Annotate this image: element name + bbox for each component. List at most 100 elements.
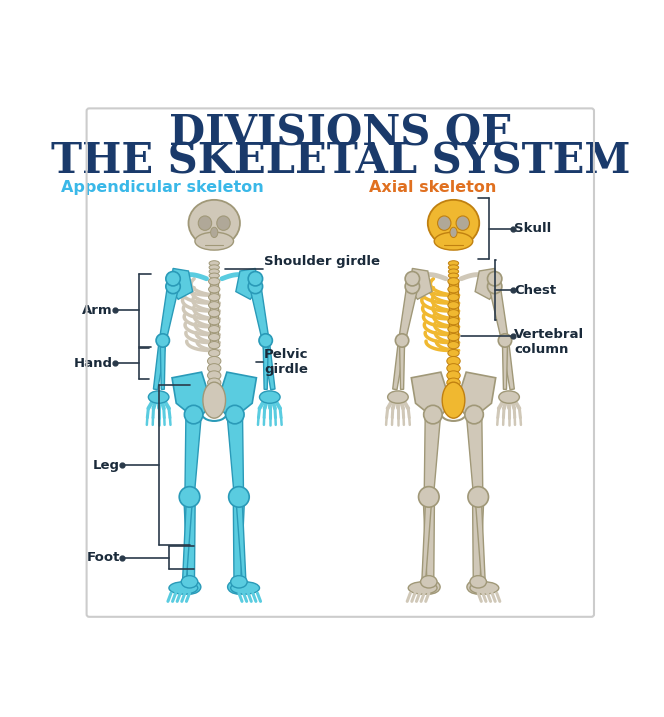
Ellipse shape bbox=[248, 279, 262, 294]
Polygon shape bbox=[262, 340, 275, 389]
Ellipse shape bbox=[418, 487, 439, 507]
Polygon shape bbox=[214, 372, 256, 420]
Bar bbox=[210, 280, 218, 346]
Polygon shape bbox=[424, 414, 441, 497]
Ellipse shape bbox=[448, 341, 459, 348]
Ellipse shape bbox=[166, 272, 180, 286]
Ellipse shape bbox=[208, 341, 220, 348]
Ellipse shape bbox=[448, 277, 459, 285]
Ellipse shape bbox=[447, 378, 460, 387]
Polygon shape bbox=[183, 497, 193, 582]
Text: Appendicular skeleton: Appendicular skeleton bbox=[61, 180, 264, 194]
Ellipse shape bbox=[448, 310, 459, 317]
Ellipse shape bbox=[448, 273, 459, 278]
Ellipse shape bbox=[499, 391, 519, 403]
Polygon shape bbox=[172, 372, 214, 420]
Polygon shape bbox=[411, 372, 454, 420]
Ellipse shape bbox=[185, 405, 203, 424]
Text: Hand: Hand bbox=[74, 356, 113, 370]
Text: Foot: Foot bbox=[87, 551, 120, 564]
Ellipse shape bbox=[208, 364, 221, 373]
Ellipse shape bbox=[448, 302, 459, 309]
Text: Arm: Arm bbox=[82, 304, 113, 317]
Ellipse shape bbox=[181, 576, 198, 588]
Ellipse shape bbox=[438, 216, 451, 230]
Ellipse shape bbox=[470, 581, 499, 594]
Ellipse shape bbox=[434, 232, 473, 250]
Ellipse shape bbox=[208, 294, 220, 301]
Ellipse shape bbox=[179, 487, 200, 507]
Ellipse shape bbox=[448, 265, 459, 270]
Ellipse shape bbox=[178, 580, 201, 594]
Polygon shape bbox=[159, 285, 179, 341]
Ellipse shape bbox=[209, 261, 219, 266]
Ellipse shape bbox=[420, 576, 437, 588]
Ellipse shape bbox=[230, 581, 260, 594]
Ellipse shape bbox=[468, 487, 489, 507]
Ellipse shape bbox=[447, 371, 460, 380]
Ellipse shape bbox=[209, 273, 219, 278]
Ellipse shape bbox=[424, 405, 442, 424]
Ellipse shape bbox=[208, 333, 220, 341]
Bar bbox=[450, 280, 457, 346]
Ellipse shape bbox=[208, 371, 221, 380]
Ellipse shape bbox=[467, 580, 489, 594]
Ellipse shape bbox=[448, 326, 459, 333]
Ellipse shape bbox=[447, 364, 460, 373]
Ellipse shape bbox=[208, 302, 220, 309]
Ellipse shape bbox=[208, 277, 220, 285]
Text: Chest: Chest bbox=[514, 283, 556, 297]
Polygon shape bbox=[263, 341, 268, 389]
Ellipse shape bbox=[487, 272, 502, 286]
Polygon shape bbox=[236, 268, 258, 299]
Ellipse shape bbox=[208, 378, 221, 387]
Ellipse shape bbox=[465, 405, 483, 424]
Polygon shape bbox=[400, 341, 404, 389]
Ellipse shape bbox=[405, 279, 420, 294]
Text: Vertebral
column: Vertebral column bbox=[514, 328, 584, 356]
Polygon shape bbox=[466, 414, 483, 497]
Ellipse shape bbox=[450, 227, 457, 237]
Polygon shape bbox=[250, 285, 269, 341]
Text: THE SKELETAL SYSTEM: THE SKELETAL SYSTEM bbox=[50, 141, 630, 182]
Ellipse shape bbox=[217, 216, 230, 230]
Polygon shape bbox=[422, 497, 432, 582]
Ellipse shape bbox=[395, 334, 409, 347]
Ellipse shape bbox=[209, 265, 219, 270]
Ellipse shape bbox=[447, 385, 460, 394]
Polygon shape bbox=[454, 372, 496, 420]
Polygon shape bbox=[423, 497, 434, 582]
Ellipse shape bbox=[169, 581, 198, 594]
Ellipse shape bbox=[447, 356, 460, 366]
Polygon shape bbox=[398, 285, 418, 341]
Ellipse shape bbox=[148, 391, 169, 403]
Text: DIVISIONS OF: DIVISIONS OF bbox=[169, 112, 511, 154]
Ellipse shape bbox=[208, 356, 221, 366]
Text: Leg: Leg bbox=[93, 458, 120, 472]
Ellipse shape bbox=[259, 334, 272, 347]
Polygon shape bbox=[233, 497, 244, 582]
Ellipse shape bbox=[448, 349, 459, 356]
Ellipse shape bbox=[448, 318, 459, 325]
Polygon shape bbox=[473, 497, 484, 582]
Polygon shape bbox=[227, 414, 244, 497]
Polygon shape bbox=[410, 268, 432, 299]
Ellipse shape bbox=[195, 232, 234, 250]
Ellipse shape bbox=[208, 310, 220, 317]
Text: Shoulder girdle: Shoulder girdle bbox=[264, 255, 380, 268]
Polygon shape bbox=[184, 497, 195, 582]
Ellipse shape bbox=[487, 279, 502, 294]
Text: Axial skeleton: Axial skeleton bbox=[369, 180, 497, 194]
Ellipse shape bbox=[248, 272, 262, 286]
Polygon shape bbox=[153, 340, 166, 389]
Polygon shape bbox=[503, 341, 507, 389]
Polygon shape bbox=[392, 340, 406, 389]
Polygon shape bbox=[475, 497, 485, 582]
Ellipse shape bbox=[226, 405, 244, 424]
Ellipse shape bbox=[199, 216, 212, 230]
Ellipse shape bbox=[448, 333, 459, 341]
Ellipse shape bbox=[448, 285, 459, 293]
Ellipse shape bbox=[470, 576, 487, 588]
Ellipse shape bbox=[228, 580, 250, 594]
Ellipse shape bbox=[208, 318, 220, 325]
